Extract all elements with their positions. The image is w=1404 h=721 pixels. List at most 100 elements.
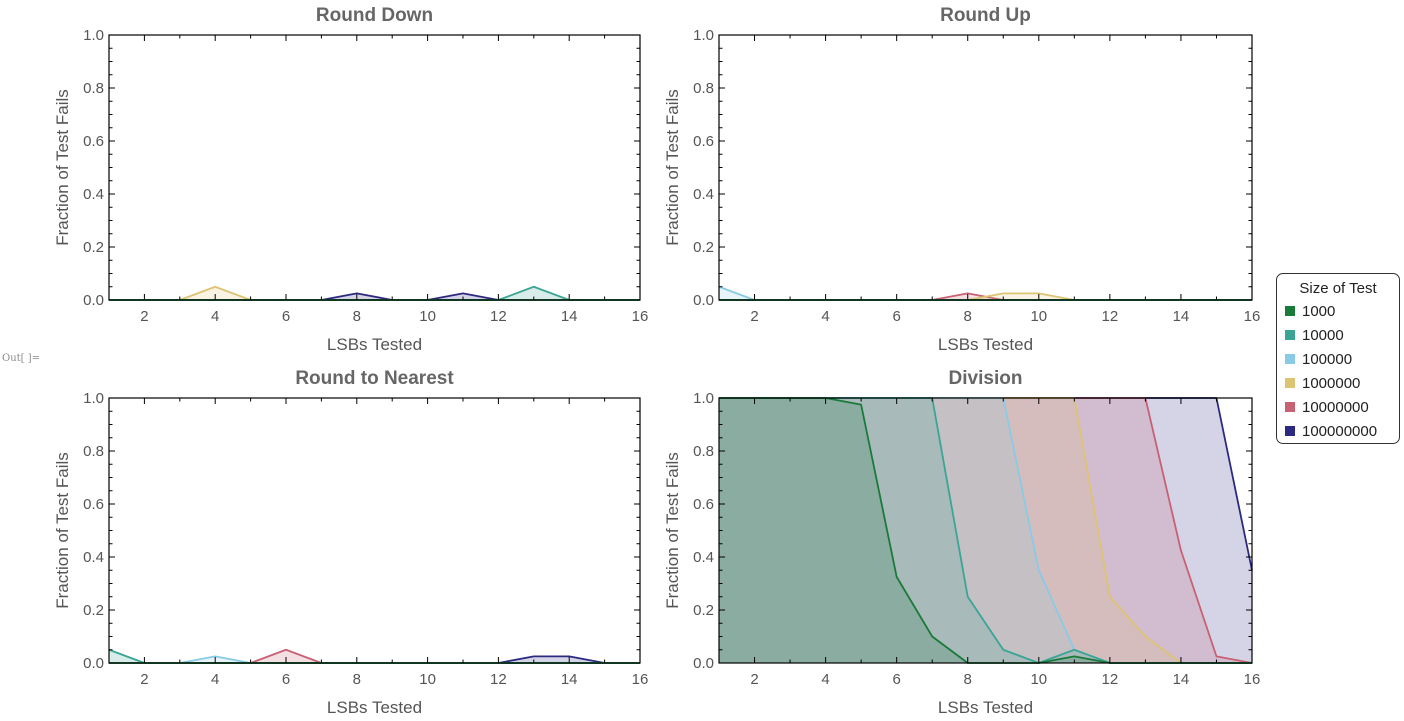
y-tick-label: 0.0 [693,655,714,672]
series-area-100000000 [719,398,1252,663]
legend-label: 100000000 [1302,422,1378,440]
x-tick-label: 12 [1102,671,1119,688]
y-tick-label: 0.6 [83,133,104,150]
x-tick-label: 16 [1244,671,1261,688]
x-tick-label: 8 [964,671,972,688]
legend-swatch [1285,402,1295,412]
y-axis-label: Fraction of Test Fails [53,89,72,246]
y-tick-label: 0.6 [83,496,104,513]
x-tick-label: 10 [1030,671,1047,688]
y-tick-label: 0.8 [693,443,714,460]
legend-swatch [1285,330,1295,340]
x-tick-label: 14 [561,671,578,688]
legend-item-10000000: 10000000 [1285,398,1369,416]
legend-label: 100000 [1302,350,1353,368]
x-tick-label: 6 [892,671,900,688]
y-tick-label: 1.0 [83,390,104,407]
series-area-10000000 [719,398,1252,663]
y-tick-label: 0.2 [693,239,714,256]
output-cell-label: Out[ ]= [2,353,41,364]
y-tick-label: 0.6 [693,133,714,150]
legend-item-100000: 100000 [1285,350,1352,368]
chart-title: Division [949,368,1023,389]
y-axis-label: Fraction of Test Fails [53,452,72,609]
legend-swatch [1285,354,1295,364]
x-axis-label: LSBs Tested [938,698,1033,717]
x-tick-label: 10 [1030,308,1047,325]
plot-frame [718,34,1253,301]
x-tick-label: 6 [892,308,900,325]
x-tick-label: 12 [1102,308,1119,325]
x-tick-label: 16 [1244,308,1261,325]
x-axis-label: LSBs Tested [938,335,1033,354]
y-tick-label: 0.6 [693,496,714,513]
panel-round-down: 2 4 6 8 10 12 14 16 0.0 0.2 0.4 0.6 0.8 1.0 Round Down… [53,5,648,354]
panel-round-to-nearest: 2 4 6 8 10 12 14 16 0.0 0.2 0.4 0.6 0.8 1.0 Round to N… [53,368,648,717]
panel-round-up: 2 4 6 8 10 12 14 16 0.0 0.2 0.4 0.6 0.8 1.0 Round Up LS… [663,5,1260,354]
y-tick-label: 0.2 [83,602,104,619]
series-area-100000 [719,398,1252,663]
plot-frame [108,34,641,301]
plot-frame [108,397,641,664]
x-tick-label: 10 [419,671,436,688]
legend-label: 1000000 [1302,374,1361,392]
legend-item-1000000: 1000000 [1285,374,1360,392]
y-tick-label: 0.4 [83,549,104,566]
chart-title: Round Down [316,5,433,26]
series-area-1000 [719,398,1252,663]
x-axis-label: LSBs Tested [327,335,422,354]
x-tick-label: 12 [490,671,507,688]
x-tick-label: 2 [140,308,148,325]
x-tick-label: 2 [750,308,758,325]
x-tick-label: 8 [353,308,361,325]
y-tick-label: 0.0 [83,655,104,672]
y-axis-label: Fraction of Test Fails [663,452,682,609]
panel-division: 2 4 6 8 10 12 14 16 0.0 0.2 0.4 0.6 0.8 1.0 Division LS… [663,368,1260,717]
x-tick-label: 12 [490,308,507,325]
chart-title: Round Up [940,5,1031,26]
x-tick-label: 6 [282,671,290,688]
x-tick-label: 16 [632,671,649,688]
y-tick-label: 0.4 [693,186,714,203]
legend-swatch [1285,426,1295,436]
legend-item-100000000: 100000000 [1285,422,1377,440]
x-tick-label: 4 [211,671,219,688]
y-tick-label: 0.8 [83,80,104,97]
series-area-10000 [719,398,1252,663]
x-tick-label: 6 [282,308,290,325]
y-axis-label: Fraction of Test Fails [663,89,682,246]
legend-label: 10000 [1302,326,1344,344]
y-tick-label: 0.4 [83,186,104,203]
y-tick-label: 0.8 [83,443,104,460]
legend-swatch [1285,378,1295,388]
x-tick-label: 2 [140,671,148,688]
y-tick-label: 0.0 [83,292,104,309]
chart-title: Round to Nearest [295,368,454,389]
y-tick-label: 1.0 [693,390,714,407]
y-tick-label: 0.2 [693,602,714,619]
legend-item-10000: 10000 [1285,326,1344,344]
legend-title: Size of Test [1299,280,1377,297]
x-tick-label: 4 [211,308,219,325]
y-tick-label: 0.8 [693,80,714,97]
y-tick-label: 0.2 [83,239,104,256]
legend-label: 1000 [1302,302,1336,320]
x-tick-label: 8 [964,308,972,325]
y-tick-label: 1.0 [693,27,714,44]
x-tick-label: 14 [1173,671,1190,688]
x-tick-label: 14 [1173,308,1190,325]
x-tick-label: 16 [632,308,649,325]
x-tick-label: 10 [419,308,436,325]
x-tick-label: 4 [821,671,829,688]
y-tick-label: 0.0 [693,292,714,309]
x-tick-label: 2 [750,671,758,688]
x-tick-label: 4 [821,308,829,325]
legend: Size of Test 1000 10000 100000 1000000 1… [1276,273,1400,444]
x-axis-label: LSBs Tested [327,698,422,717]
x-tick-label: 8 [353,671,361,688]
legend-label: 10000000 [1302,398,1369,416]
y-tick-label: 0.4 [693,549,714,566]
legend-swatch [1285,306,1295,316]
x-tick-label: 14 [561,308,578,325]
